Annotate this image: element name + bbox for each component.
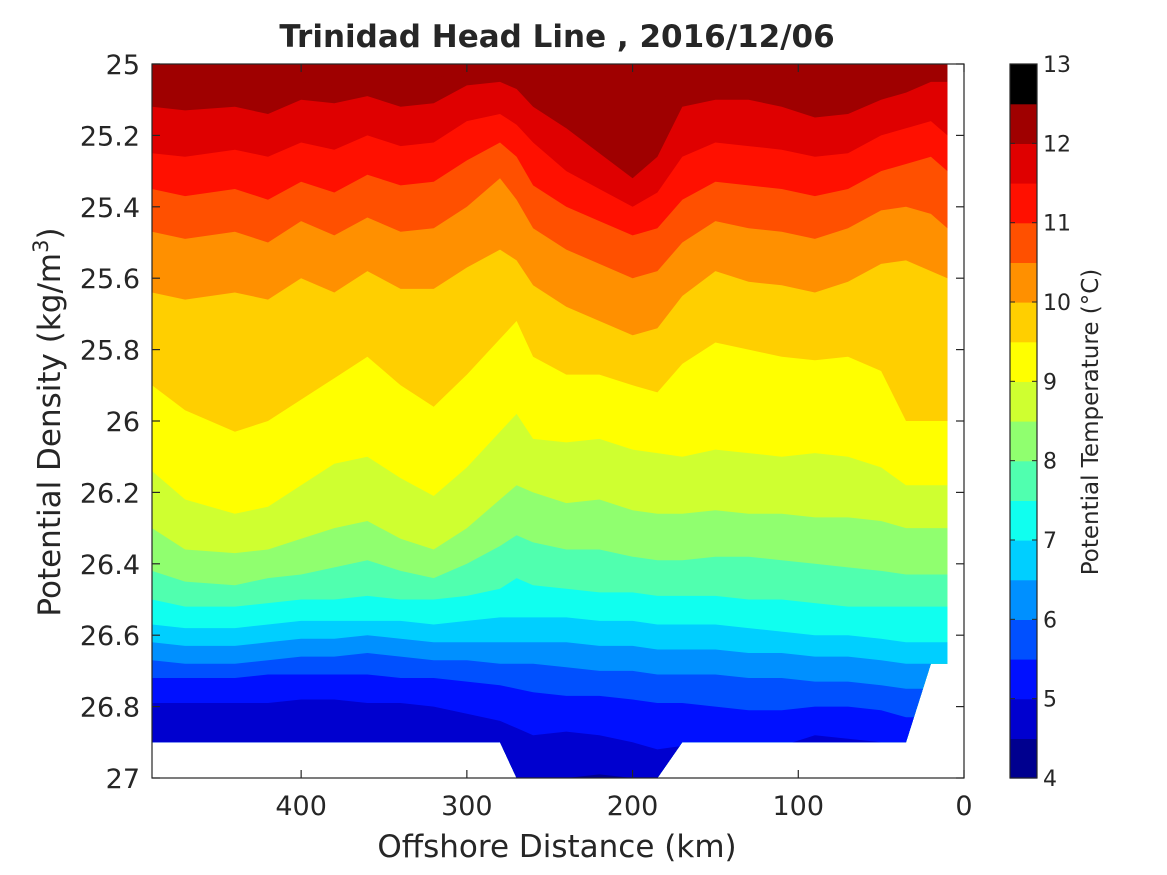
y-tick-label: 26.2 [80,478,140,509]
x-tick-label: 0 [955,791,972,822]
colorbar-segment [1010,103,1037,144]
colorbar [1010,64,1037,779]
x-tick-label: 200 [607,791,659,822]
colorbar-ticks: 4 5 6 7 8 9 10 11 12 13 [1010,53,1071,792]
y-tick-label: 26.6 [80,621,140,652]
colorbar-segment [1010,540,1037,581]
colorbar-segment [1010,381,1037,422]
y-tick-label: 26.4 [80,550,140,581]
colorbar-tick-label: 11 [1043,212,1071,237]
y-axis-label-main: Potential Density (kg/m [32,253,68,617]
y-tick-label: 25.6 [80,264,140,295]
colorbar-segment [1010,500,1037,541]
x-tick-label: 100 [773,791,825,822]
colorbar-segment [1010,421,1037,462]
chart-title: Trinidad Head Line , 2016/12/06 [279,19,834,55]
y-axis-label-superscript: 3 [29,239,53,252]
colorbar-segment [1010,222,1037,263]
y-axis-label-close: ) [32,227,68,239]
y-tick-label: 26 [106,407,140,438]
x-tick-label: 300 [441,791,493,822]
colorbar-segment [1010,659,1037,700]
colorbar-tick-label: 6 [1043,608,1057,633]
y-tick-label: 27 [106,764,140,795]
colorbar-segment [1010,619,1037,660]
colorbar-segment [1010,302,1037,343]
y-tick-label: 26.8 [80,693,140,724]
colorbar-tick-label: 5 [1043,688,1057,713]
colorbar-segment [1010,579,1037,620]
colorbar-tick-label: 7 [1043,529,1057,554]
x-axis-label: Offshore Distance (km) [377,829,736,865]
y-axis: 25 25.2 25.4 25.6 25.8 26 26.2 26.4 26.6 26.8 27 [80,50,964,795]
colorbar-segment [1010,738,1037,779]
y-tick-label: 25 [106,50,140,81]
colorbar-tick-label: 12 [1043,132,1071,157]
colorbar-tick-label: 8 [1043,450,1057,475]
colorbar-segment [1010,262,1037,303]
y-tick-label: 25.2 [80,121,140,152]
colorbar-frame [1009,63,1038,779]
colorbar-label: Potential Temperature (°C) [1078,269,1104,576]
colorbar-tick-label: 10 [1043,291,1071,316]
colorbar-segment [1010,341,1037,382]
colorbar-segment [1010,183,1037,224]
y-axis-label: Potential Density (kg/m3) [29,227,68,616]
colorbar-tick-label: 9 [1043,370,1057,395]
colorbar-tick-label: 4 [1043,767,1057,792]
contour-band-5 [152,699,948,778]
x-axis: 400 300 200 100 0 [275,64,973,822]
colorbar-segment [1010,698,1037,739]
colorbar-segment [1010,143,1037,184]
colorbar-segment [1010,64,1037,105]
colorbar-segment [1010,460,1037,501]
y-tick-label: 25.8 [80,336,140,367]
colorbar-tick-label: 13 [1043,53,1071,78]
x-tick-label: 400 [275,791,327,822]
contour-bands [152,64,948,778]
y-tick-label: 25.4 [80,193,140,224]
